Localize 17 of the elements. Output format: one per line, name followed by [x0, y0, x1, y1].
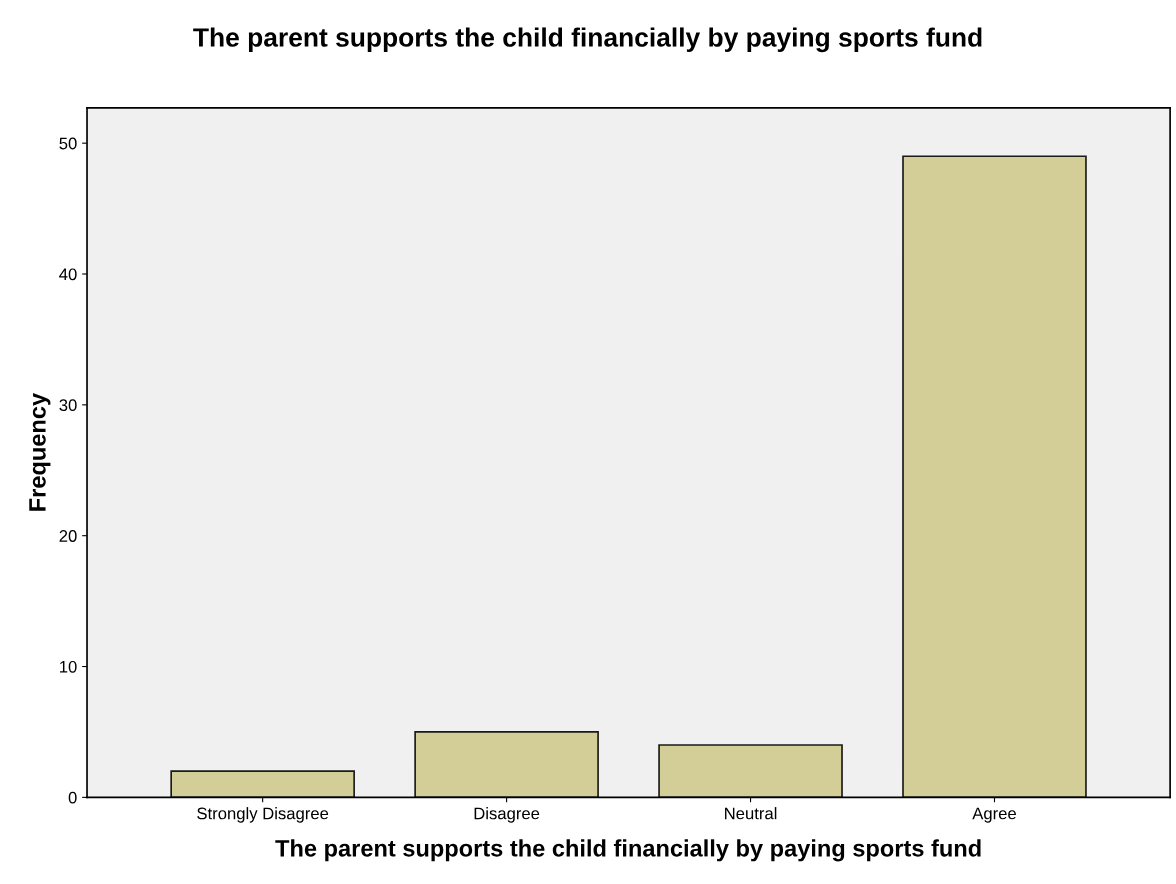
y-tick-label: 30: [59, 399, 77, 412]
y-tick-label: 10: [60, 660, 77, 673]
bar: [170, 770, 355, 798]
x-axis-title: The parent supports the child financially by paying sports fund: [275, 839, 981, 862]
bar: [414, 731, 599, 798]
bar: [902, 155, 1087, 798]
y-tick-label: 0: [68, 791, 77, 804]
x-tick-label: Neutral: [725, 807, 777, 820]
y-tick-label: 20: [59, 530, 77, 542]
y-axis-title: Frequency: [29, 393, 51, 511]
x-tick-label: Strongly Disagree: [197, 807, 329, 823]
bar: [658, 744, 843, 798]
x-tick-label: Agree: [972, 807, 1016, 823]
y-tick-label: 40: [59, 268, 77, 281]
y-tick-label: 50: [59, 137, 77, 150]
x-tick-label: Disagree: [474, 807, 540, 823]
chart-title: The parent supports the child financially by paying sports fund: [193, 27, 982, 53]
